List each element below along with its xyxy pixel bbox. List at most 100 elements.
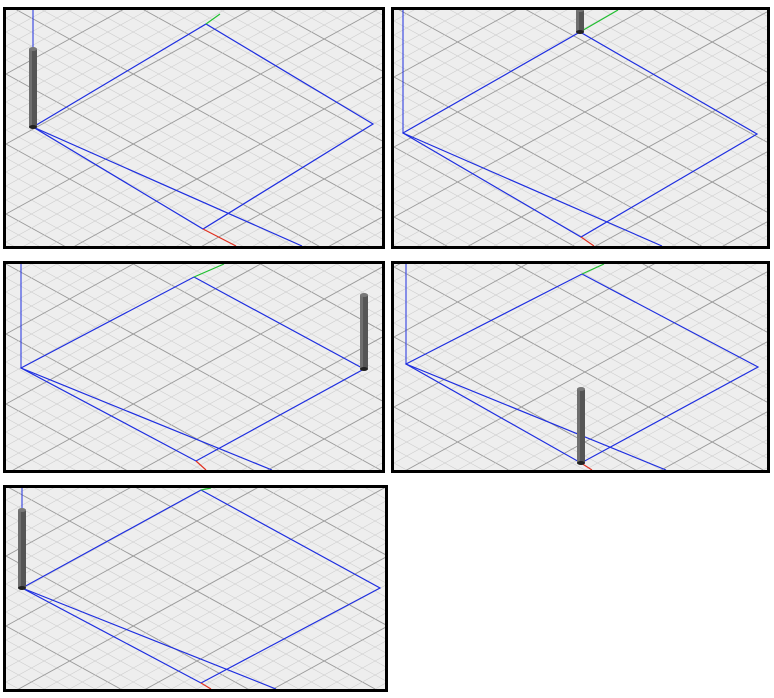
grid-line xyxy=(667,264,767,319)
grid-line xyxy=(6,264,338,447)
viewport-panel-2[interactable] xyxy=(391,7,770,249)
grid-line xyxy=(394,264,579,366)
grid-line xyxy=(617,264,767,347)
grid-line xyxy=(310,264,382,304)
grid-line xyxy=(292,420,382,470)
grid-line xyxy=(697,207,767,246)
grid-line xyxy=(6,10,251,145)
grid-line xyxy=(6,488,309,655)
grid-line xyxy=(17,488,385,689)
grid-line xyxy=(6,488,131,557)
grid-line xyxy=(394,202,473,246)
grid-line xyxy=(442,67,767,246)
grid-line xyxy=(6,171,142,246)
grid-line xyxy=(6,185,116,246)
grid-line xyxy=(417,53,767,246)
grid-line xyxy=(6,264,211,377)
grid-line xyxy=(190,364,382,470)
cylinder-highlight xyxy=(18,510,21,588)
grid-line xyxy=(569,137,767,246)
grid-line xyxy=(6,597,173,689)
grid-line xyxy=(394,76,703,246)
grid-line xyxy=(394,188,499,246)
grid-line xyxy=(6,10,149,89)
viewport-panel-5[interactable] xyxy=(3,485,388,692)
grid-line xyxy=(394,104,651,246)
grid-line xyxy=(85,488,385,653)
grid-line xyxy=(493,95,767,246)
grid-line xyxy=(212,488,385,583)
grid-line xyxy=(241,392,382,470)
grid-line xyxy=(540,264,767,389)
grid-line xyxy=(110,488,385,639)
rectangle-outline xyxy=(31,23,375,230)
grid-line xyxy=(6,277,356,470)
grid-line xyxy=(6,129,218,246)
grid-line xyxy=(6,115,243,246)
grid-line xyxy=(6,488,182,585)
cylinder-highlight xyxy=(360,295,363,369)
grid-line xyxy=(6,10,124,75)
grid-line xyxy=(6,10,302,173)
grid-line xyxy=(74,76,382,246)
grid-line xyxy=(394,62,728,246)
grid-line xyxy=(6,264,262,405)
grid-line xyxy=(176,132,382,246)
grid-line xyxy=(6,10,73,47)
grid-line xyxy=(394,264,731,450)
cylinder-highlight xyxy=(577,389,580,463)
grid-line xyxy=(394,90,677,246)
grid-line xyxy=(6,10,327,187)
grid-line xyxy=(63,294,382,470)
grid-line xyxy=(6,625,122,689)
grid-line xyxy=(56,264,382,444)
grid-line xyxy=(252,174,382,246)
grid-line xyxy=(394,264,553,352)
viewport-panel-3[interactable] xyxy=(3,261,385,473)
grid-line xyxy=(150,118,382,246)
grid-line xyxy=(6,143,193,246)
cylinder-top xyxy=(29,47,37,51)
grid-line xyxy=(6,583,198,689)
grid-line xyxy=(394,264,528,338)
grid-line xyxy=(23,48,382,246)
grid-line xyxy=(234,264,382,346)
grid-line xyxy=(263,488,385,555)
grid-line xyxy=(6,10,98,61)
grid-line xyxy=(216,378,382,470)
isometric-scene-4 xyxy=(394,264,767,470)
grid-line xyxy=(6,389,153,470)
grid-line xyxy=(6,10,378,215)
grid-line xyxy=(6,10,225,131)
grid-line xyxy=(6,264,287,419)
grid-line xyxy=(6,305,305,470)
grid-line xyxy=(6,101,269,246)
grid-line xyxy=(584,369,767,470)
axis-y-line xyxy=(193,264,225,278)
grid-line xyxy=(394,146,575,246)
grid-line xyxy=(34,488,385,681)
cylinder-bottom xyxy=(18,586,26,590)
grid-line xyxy=(201,146,382,246)
axis-y-line xyxy=(205,13,221,25)
grid-line xyxy=(394,132,601,246)
axis-x-line xyxy=(200,682,212,689)
viewport-panel-1[interactable] xyxy=(3,7,385,249)
grid-line xyxy=(6,264,33,279)
cylinder xyxy=(576,10,584,34)
grid-line xyxy=(6,10,353,201)
viewport-panel-4[interactable] xyxy=(391,261,770,473)
grid xyxy=(6,264,382,470)
grid-line xyxy=(303,202,382,246)
extension-line xyxy=(20,367,273,470)
grid-line xyxy=(6,488,258,627)
grid-line xyxy=(394,10,695,176)
grid-line xyxy=(6,639,96,689)
grid-line xyxy=(6,264,160,349)
grid-line xyxy=(94,529,385,689)
grid-line xyxy=(8,488,377,689)
grid-line xyxy=(6,488,156,571)
grid-line xyxy=(398,10,767,213)
grid-line xyxy=(6,403,127,470)
grid-line xyxy=(6,59,345,246)
